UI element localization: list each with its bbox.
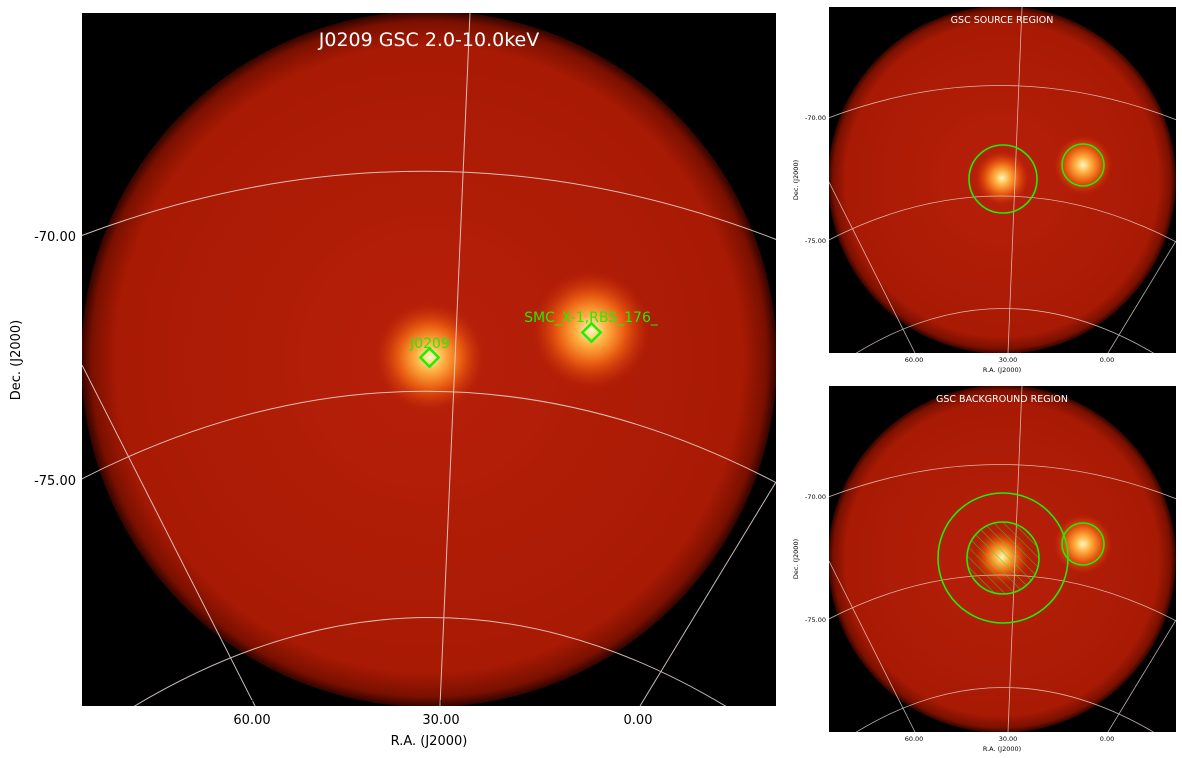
y-tick-label: -75.00	[805, 237, 826, 245]
source-region-panel: GSC SOURCE REGION -70.00 -75.00 60.00 30…	[792, 7, 1176, 374]
x-tick-label: 0.00	[1100, 356, 1114, 364]
y-tick-label: -75.00	[805, 616, 826, 624]
x-tick-label: 30.00	[999, 735, 1018, 743]
main-title: J0209 GSC 2.0-10.0keV	[318, 29, 539, 51]
j0209-label: J0209	[409, 336, 450, 352]
source-blob-j0209	[973, 149, 1031, 207]
smcx1-diamond-marker[interactable]	[580, 321, 603, 344]
y-axis-label: Dec. (J2000)	[9, 320, 24, 400]
excluded-source-circle[interactable]	[966, 521, 1040, 595]
y-axis-label: Dec. (J2000)	[792, 539, 800, 579]
excluded-region-hatch	[967, 522, 1039, 594]
x-tick-label: 0.00	[1100, 735, 1114, 743]
x-tick-label: 30.00	[422, 713, 459, 728]
source-blob-j0209	[372, 299, 488, 415]
main-image-panel: J0209 SMC_X-1,RBS_176_ J0209 GSC 2.0-10.…	[9, 13, 776, 749]
j0209-diamond-marker[interactable]	[418, 346, 441, 369]
smcx1-label: SMC_X-1,RBS_176_	[524, 310, 659, 326]
x-tick-label: 0.00	[624, 713, 653, 728]
x-tick-label: 60.00	[233, 713, 270, 728]
x-axis-label: R.A. (J2000)	[983, 366, 1021, 374]
contaminant-region-circle[interactable]	[1061, 522, 1105, 566]
y-tick-label: -70.00	[805, 493, 826, 501]
background-region-panel: GSC BACKGROUND REGION -70.00 -75.00 60.0…	[792, 386, 1176, 753]
source-blob-smcx1	[1052, 134, 1114, 196]
x-tick-label: 30.00	[999, 356, 1018, 364]
panel-title: GSC BACKGROUND REGION	[936, 394, 1068, 405]
y-tick-label: -70.00	[805, 114, 826, 122]
source-region-circle[interactable]	[968, 144, 1038, 214]
y-tick-label: -70.00	[34, 230, 76, 245]
panel-title: GSC SOURCE REGION	[951, 15, 1054, 26]
y-axis-label: Dec. (J2000)	[792, 160, 800, 200]
axis-ticks	[82, 236, 639, 706]
coordinate-grid	[82, 13, 776, 706]
y-tick-label: -75.00	[34, 474, 76, 489]
source-blob-smcx1	[529, 268, 653, 392]
coordinate-grid	[829, 7, 1176, 353]
x-axis-label: R.A. (J2000)	[391, 734, 468, 749]
x-tick-label: 60.00	[905, 356, 924, 364]
contaminant-region-circle[interactable]	[1061, 143, 1105, 187]
x-tick-label: 60.00	[905, 735, 924, 743]
x-axis-label: R.A. (J2000)	[983, 745, 1021, 753]
